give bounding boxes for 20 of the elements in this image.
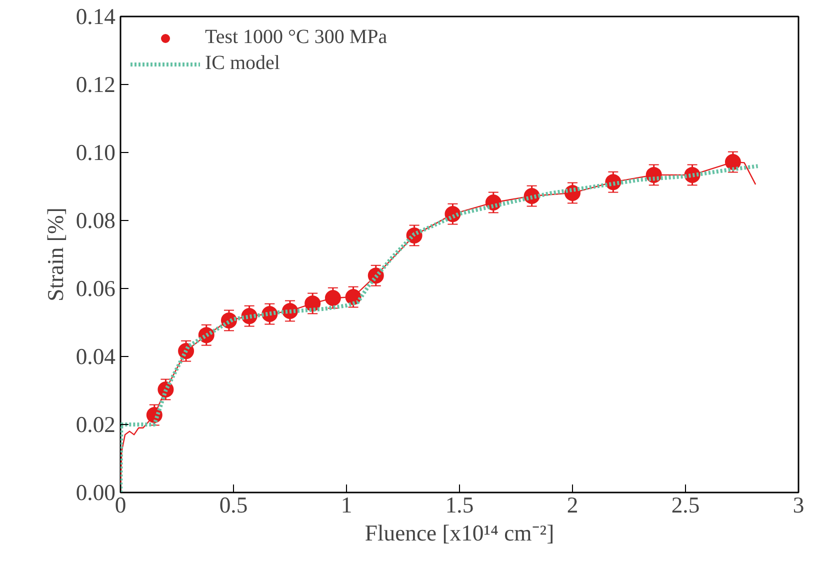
y-tick-label: 0.00: [76, 480, 116, 505]
y-tick-label: 0.14: [76, 4, 116, 29]
y-tick-label: 0.10: [76, 140, 116, 165]
x-axis-title: Fluence [x10¹⁴ cm⁻²]: [364, 520, 554, 546]
legend-label: Test 1000 °C 300 MPa: [205, 26, 388, 49]
x-tick-label: 1.5: [445, 492, 474, 518]
y-tick-label: 0.02: [76, 412, 116, 437]
x-tick-label: 0.5: [219, 492, 248, 518]
x-tick-label: 3: [792, 492, 804, 518]
x-tick-label: 2.5: [671, 492, 700, 518]
y-axis-title: Strain [%]: [42, 208, 68, 302]
x-tick-label: 0: [114, 492, 126, 518]
x-tick-label: 1: [340, 492, 352, 518]
y-tick-label: 0.12: [76, 72, 116, 97]
legend-label: IC model: [205, 52, 280, 75]
y-tick-label: 0.06: [76, 276, 116, 301]
y-tick-label: 0.08: [76, 208, 116, 233]
y-tick-label: 0.04: [76, 344, 116, 369]
point: [324, 290, 341, 306]
x-tick-label: 2: [566, 492, 578, 518]
